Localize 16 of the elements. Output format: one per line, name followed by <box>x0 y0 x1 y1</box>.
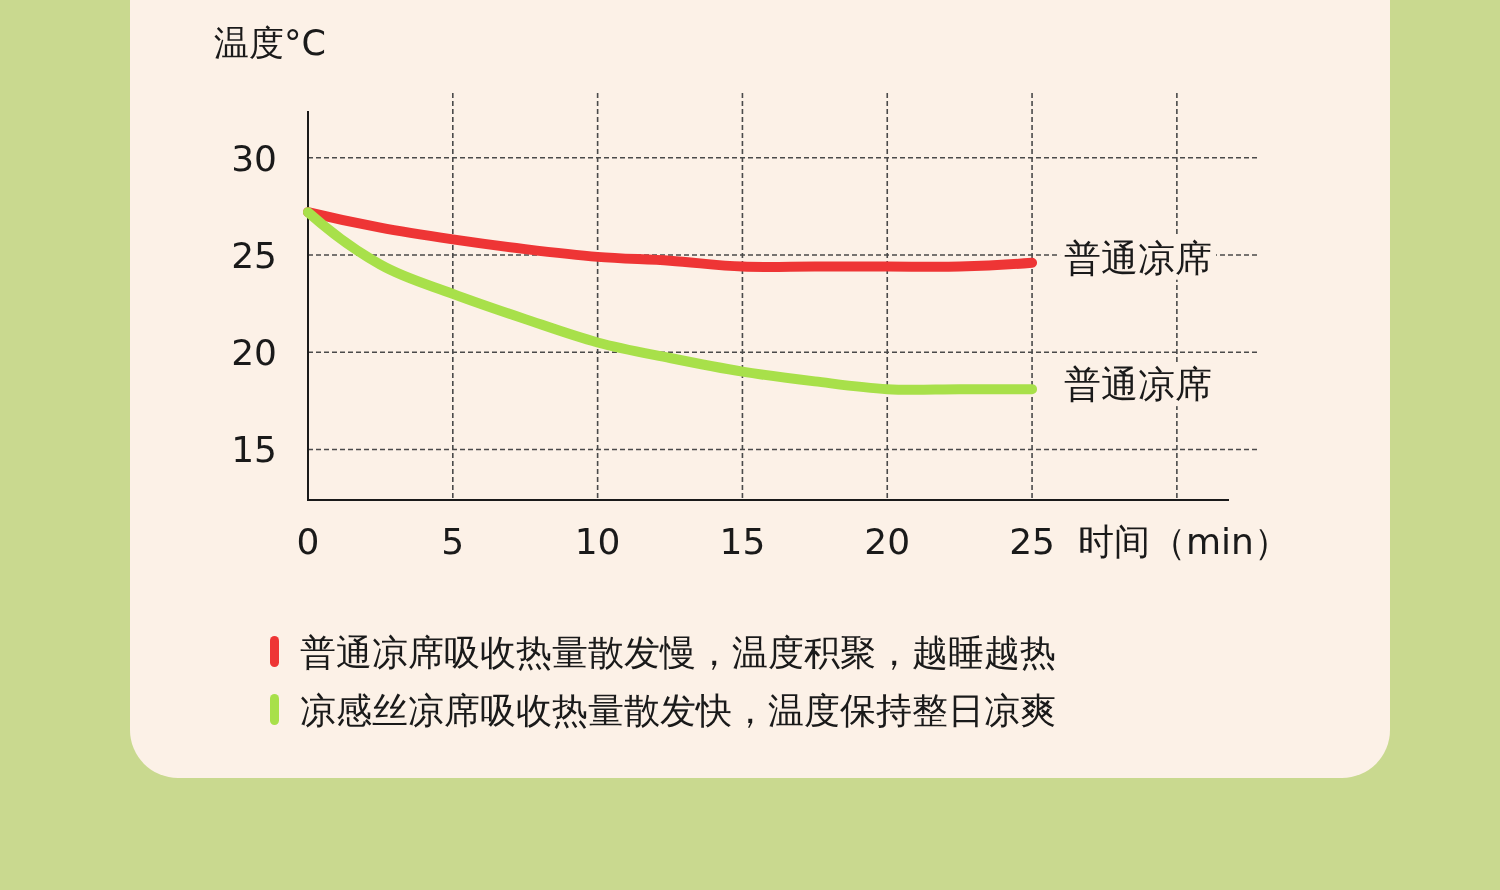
annotation: 普通凉席 <box>1064 363 1213 407</box>
x-tick-label: 25 <box>1009 521 1055 562</box>
y-tick-label: 30 <box>231 137 277 179</box>
y-tick-label: 15 <box>231 429 277 471</box>
x-tick-label: 15 <box>719 521 766 562</box>
y-tick-label: 20 <box>231 332 277 374</box>
x-tick-label: 10 <box>574 521 621 562</box>
legend-label: 普通凉席吸收热量散发慢，温度积聚，越睡越热 <box>300 632 1056 673</box>
y-tick-label: 25 <box>231 234 277 276</box>
x-axis-title: 时间（min） <box>1078 521 1290 562</box>
legend-label: 凉感丝凉席吸收热量散发快，温度保持整日凉爽 <box>300 690 1056 731</box>
annotation: 普通凉席 <box>1064 236 1213 280</box>
x-tick-label: 0 <box>296 521 320 562</box>
x-tick-label: 5 <box>441 521 465 562</box>
x-tick-label: 20 <box>864 521 911 562</box>
y-axis-title: 温度°C <box>214 23 326 63</box>
